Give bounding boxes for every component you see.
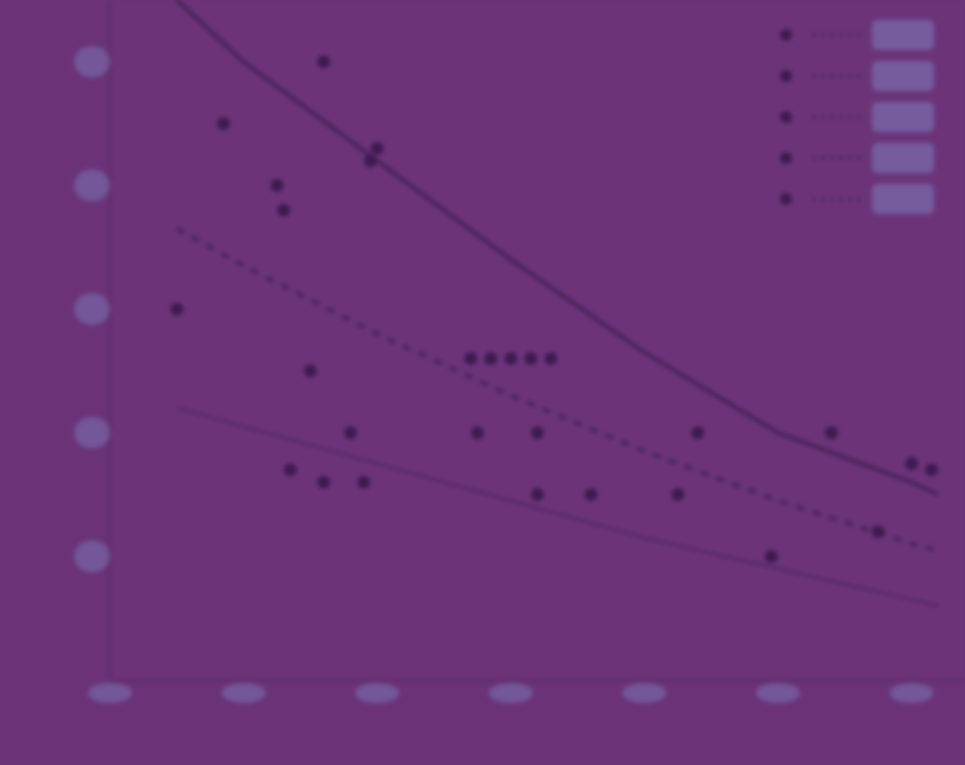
y-tick-mark — [74, 540, 110, 573]
fit-line-dashed — [176, 227, 939, 552]
data-point — [317, 475, 331, 489]
legend-marker — [780, 152, 792, 164]
x-tick-mark — [355, 683, 400, 703]
x-tick-mark — [622, 683, 667, 703]
legend-label-box — [872, 102, 934, 132]
x-tick-labels — [88, 683, 934, 703]
data-point — [584, 488, 598, 502]
plot-area — [110, 0, 965, 680]
data-point — [671, 488, 685, 502]
data-point — [544, 352, 558, 366]
data-point — [531, 488, 545, 502]
x-tick-mark — [756, 683, 800, 703]
data-point — [470, 426, 484, 440]
data-point — [691, 426, 705, 440]
legend-marker — [780, 29, 792, 41]
legend-marker — [780, 193, 792, 205]
data-point — [270, 178, 284, 192]
data-point — [824, 426, 838, 440]
data-point — [277, 203, 291, 217]
fit-lines — [175, 0, 939, 607]
data-point — [370, 141, 384, 155]
fit-line-solid — [175, 0, 939, 496]
legend — [780, 20, 934, 214]
data-point — [283, 463, 297, 477]
data-point — [303, 364, 317, 378]
legend-label-box — [872, 61, 934, 91]
data-point — [524, 352, 538, 366]
data-point — [357, 475, 371, 489]
data-point — [317, 55, 331, 69]
y-tick-labels — [74, 45, 110, 573]
data-point — [764, 549, 778, 563]
legend-marker — [780, 111, 792, 123]
x-tick-mark — [488, 683, 533, 703]
data-point — [217, 117, 231, 131]
y-tick-mark — [74, 416, 110, 449]
data-point — [531, 426, 545, 440]
legend-marker — [780, 70, 792, 82]
data-point — [464, 352, 478, 366]
data-point — [871, 525, 885, 539]
y-tick-mark — [74, 169, 110, 202]
data-point — [364, 154, 378, 168]
data-markers — [170, 55, 939, 563]
y-tick-mark — [74, 293, 110, 326]
data-point — [170, 302, 184, 316]
axes — [109, 0, 965, 681]
x-tick-mark — [88, 683, 132, 703]
legend-label-box — [872, 184, 934, 214]
y-tick-mark — [74, 45, 110, 78]
legend-label-box — [872, 20, 934, 50]
data-point — [504, 352, 518, 366]
data-point — [343, 426, 357, 440]
data-point — [484, 352, 498, 366]
fit-line-thin — [176, 407, 939, 607]
x-tick-mark — [221, 683, 266, 703]
data-point — [905, 457, 919, 471]
data-point — [925, 463, 939, 477]
x-tick-mark — [889, 683, 934, 703]
legend-label-box — [872, 143, 934, 173]
